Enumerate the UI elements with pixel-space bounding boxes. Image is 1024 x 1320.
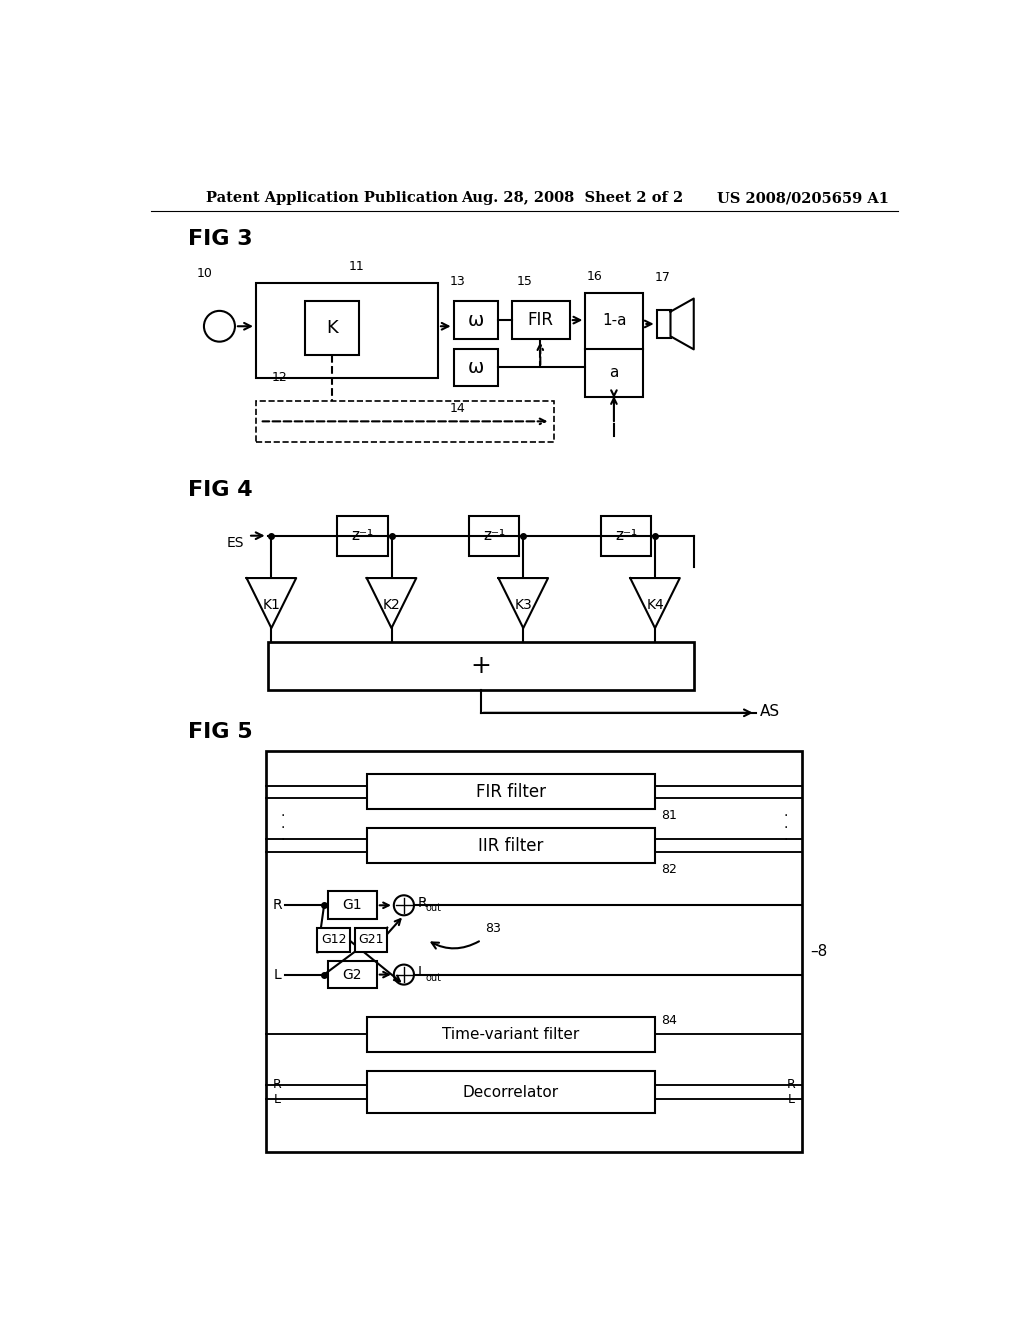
FancyBboxPatch shape [512, 301, 569, 339]
FancyBboxPatch shape [367, 775, 655, 809]
Text: 82: 82 [662, 862, 677, 875]
Text: 13: 13 [450, 275, 465, 288]
FancyBboxPatch shape [354, 928, 387, 952]
Text: 81: 81 [662, 809, 677, 822]
Text: FIG 5: FIG 5 [188, 722, 253, 742]
FancyBboxPatch shape [267, 642, 693, 689]
Polygon shape [499, 578, 548, 628]
Text: FIG 4: FIG 4 [188, 479, 253, 499]
Text: 83: 83 [485, 921, 501, 935]
Text: R: R [787, 1078, 796, 1092]
Text: 12: 12 [271, 371, 287, 384]
FancyBboxPatch shape [601, 516, 651, 556]
FancyBboxPatch shape [586, 293, 643, 397]
Text: 11: 11 [349, 260, 365, 273]
Text: K3: K3 [514, 598, 532, 612]
Text: K: K [326, 319, 338, 337]
Text: 16: 16 [587, 269, 602, 282]
Polygon shape [247, 578, 296, 628]
FancyBboxPatch shape [337, 516, 388, 556]
Text: ·
·
·: · · · [281, 809, 286, 847]
Text: 84: 84 [662, 1014, 677, 1027]
Text: –8: –8 [810, 944, 827, 960]
Text: R: R [272, 1078, 282, 1092]
Text: 10: 10 [197, 268, 212, 280]
Text: FIR filter: FIR filter [476, 783, 546, 801]
FancyBboxPatch shape [305, 301, 359, 355]
Text: Decorrelator: Decorrelator [463, 1085, 559, 1100]
FancyBboxPatch shape [367, 1071, 655, 1113]
Polygon shape [671, 298, 693, 350]
Text: out: out [426, 973, 441, 982]
Text: 1-a: 1-a [602, 313, 627, 329]
Text: G2: G2 [343, 968, 362, 982]
FancyBboxPatch shape [454, 350, 499, 385]
FancyBboxPatch shape [328, 961, 377, 989]
Text: G21: G21 [358, 933, 384, 946]
Text: 14: 14 [450, 403, 465, 416]
Text: L: L [787, 1093, 795, 1106]
FancyBboxPatch shape [367, 1016, 655, 1052]
Text: L: L [273, 1093, 281, 1106]
FancyBboxPatch shape [266, 751, 802, 1151]
Polygon shape [367, 578, 417, 628]
Text: ω: ω [468, 358, 484, 378]
Text: FIR: FIR [527, 312, 554, 329]
Text: ES: ES [226, 536, 245, 550]
FancyBboxPatch shape [454, 301, 499, 339]
Text: K2: K2 [383, 598, 400, 612]
Text: US 2008/0205659 A1: US 2008/0205659 A1 [717, 191, 889, 206]
Text: K4: K4 [646, 598, 664, 612]
Text: L: L [418, 965, 426, 979]
Text: ω: ω [468, 310, 484, 330]
Text: G1: G1 [343, 899, 362, 912]
Text: 15: 15 [517, 275, 532, 288]
FancyBboxPatch shape [367, 829, 655, 863]
Text: Aug. 28, 2008  Sheet 2 of 2: Aug. 28, 2008 Sheet 2 of 2 [461, 191, 683, 206]
FancyBboxPatch shape [256, 284, 438, 378]
Text: ·
·
·: · · · [783, 809, 787, 847]
Text: R: R [272, 899, 283, 912]
Text: 17: 17 [655, 271, 671, 284]
Text: L: L [273, 968, 282, 982]
Polygon shape [630, 578, 680, 628]
Text: IIR filter: IIR filter [478, 837, 544, 854]
Text: out: out [426, 903, 441, 913]
Text: +: + [470, 653, 492, 678]
Text: z⁻¹: z⁻¹ [614, 528, 637, 544]
FancyBboxPatch shape [656, 310, 671, 338]
Text: K1: K1 [262, 598, 281, 612]
Text: z⁻¹: z⁻¹ [351, 528, 374, 544]
FancyBboxPatch shape [317, 928, 350, 952]
Text: Patent Application Publication: Patent Application Publication [206, 191, 458, 206]
FancyBboxPatch shape [469, 516, 519, 556]
Text: AS: AS [760, 704, 779, 719]
Text: Time-variant filter: Time-variant filter [442, 1027, 580, 1041]
Text: z⁻¹: z⁻¹ [483, 528, 505, 544]
Text: a: a [609, 366, 618, 380]
Text: FIG 3: FIG 3 [188, 230, 253, 249]
FancyBboxPatch shape [328, 891, 377, 919]
Text: G12: G12 [321, 933, 346, 946]
Text: R: R [418, 896, 427, 909]
